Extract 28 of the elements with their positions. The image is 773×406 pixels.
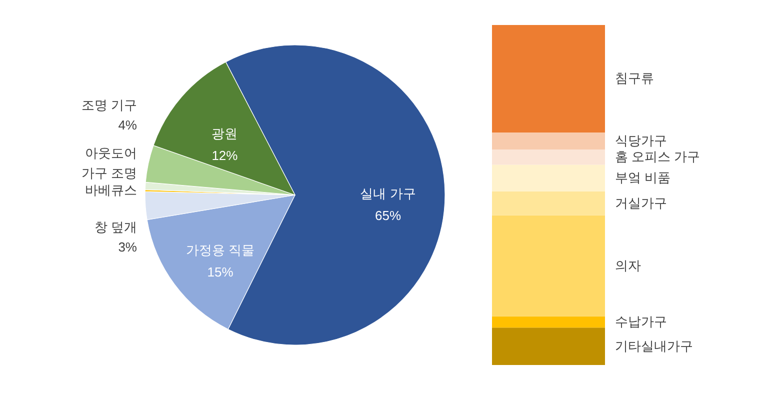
series-label: 거실가구 xyxy=(615,195,667,210)
bar xyxy=(492,132,605,150)
slice-label: 가정용 직물 xyxy=(186,242,255,258)
series-label: 부엌 비품 xyxy=(615,170,671,185)
data-label: 15% xyxy=(207,264,234,280)
bar xyxy=(492,328,605,365)
series-label: 침구류 xyxy=(615,70,654,86)
bar xyxy=(492,25,605,132)
series-label: 의자 xyxy=(615,258,641,273)
series-label: 홈 오피스 가구 xyxy=(615,149,700,164)
data-label: 4% xyxy=(118,117,138,132)
data-label: 3% xyxy=(118,239,138,254)
data-label: 12% xyxy=(212,148,238,164)
data-label: 65% xyxy=(374,208,402,224)
bar xyxy=(492,215,605,316)
slice-label: 바베큐스 xyxy=(85,182,137,198)
bar xyxy=(492,149,605,165)
slice-label: 아웃도어 가구 조명 xyxy=(81,145,137,180)
series-label: 기타실내가구 xyxy=(615,338,693,354)
bar xyxy=(492,164,605,192)
bar xyxy=(492,191,605,216)
slice-label: 광원 xyxy=(212,126,238,142)
series-label: 식당가구 xyxy=(615,132,667,148)
series-label: 수납가구 xyxy=(615,314,667,329)
slice-label: 창 덮개 xyxy=(94,219,137,234)
bar xyxy=(492,316,605,328)
slice-label: 실내 가구 xyxy=(360,186,416,202)
slice-label: 조명 기구 xyxy=(81,97,137,112)
